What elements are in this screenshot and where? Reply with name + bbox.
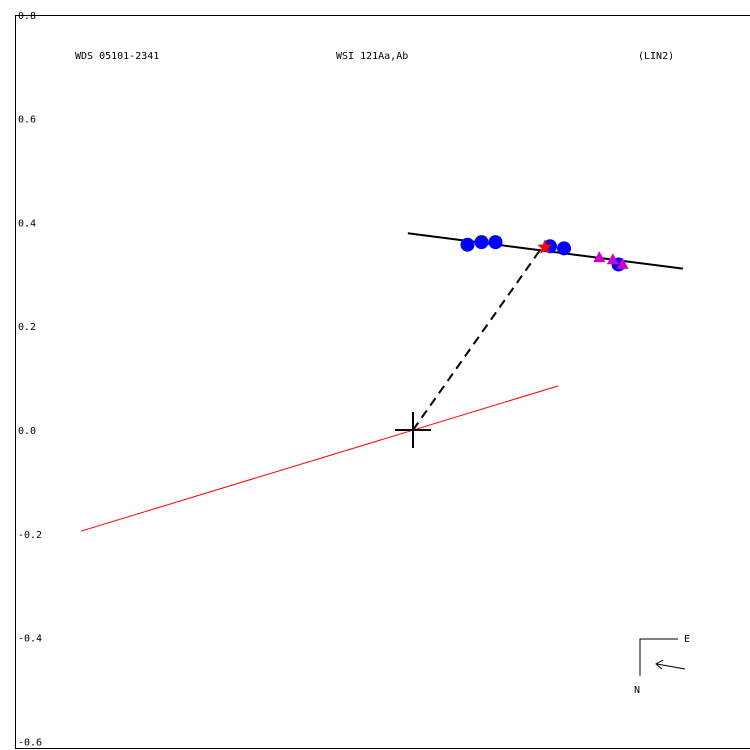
observation-point [460, 237, 475, 252]
predicted-position-star [537, 239, 553, 254]
observation-point [557, 241, 572, 256]
wds-designation: WDS 05101-2341 [75, 51, 159, 62]
y-axis-ticks: 0.8 0.6 0.4 0.2 0.0 -0.2 -0.4 -0.6 [18, 11, 42, 749]
y-tick-label: 0.4 [18, 218, 36, 229]
motion-arrow-shaft [656, 663, 686, 670]
y-tick-label: -0.6 [18, 737, 42, 748]
y-tick-label: 0.8 [18, 11, 36, 22]
plot-lines [80, 232, 684, 532]
motion-arrow-head [655, 659, 664, 670]
compass-east-label: E [684, 634, 690, 645]
solution-grade: (LIN2) [638, 51, 674, 62]
observation-point [474, 235, 489, 250]
observation-point [488, 235, 503, 250]
periastron-connector [412, 245, 544, 431]
data-points [460, 235, 629, 272]
y-tick-label: -0.2 [18, 530, 42, 541]
line-of-nodes [80, 385, 559, 532]
interferometric-point [593, 251, 606, 263]
compass-north-label: N [634, 685, 640, 696]
y-tick-label: 0.6 [18, 115, 36, 126]
y-tick-label: -0.4 [18, 634, 42, 645]
y-tick-label: 0.0 [18, 426, 36, 437]
compass-axes [639, 638, 678, 676]
y-tick-label: 0.2 [18, 322, 36, 333]
interferometric-point [606, 253, 619, 265]
plot-frame [15, 15, 750, 749]
pair-name: WSI 121Aa,Ab [336, 51, 408, 62]
compass-rose: E N [634, 634, 690, 696]
interferometric-point [616, 257, 629, 269]
